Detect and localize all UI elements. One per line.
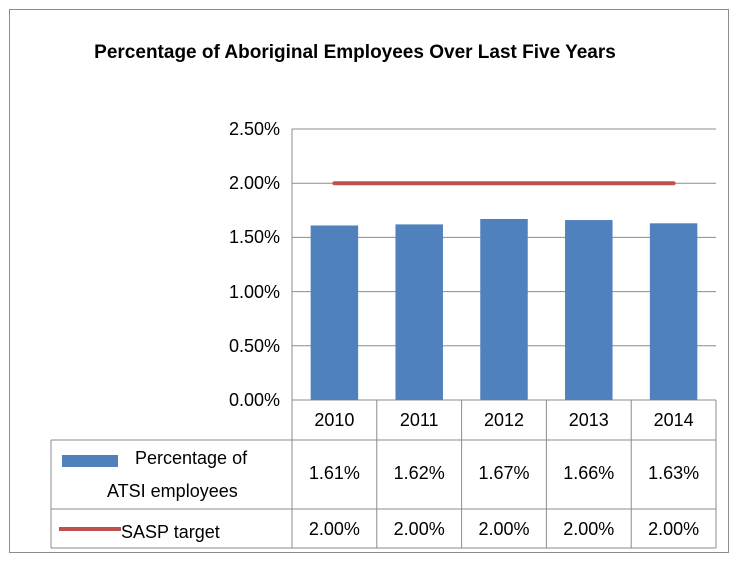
table-row-bar-label-line2: ATSI employees [107,481,238,501]
bar [565,220,613,400]
bar [649,223,698,400]
table-row-line-label: SASP target [121,522,220,542]
table-cell-line-value: 2.00% [563,519,615,539]
y-tick-label: 0.50% [228,335,280,356]
y-tick-label: 2.50% [228,119,280,139]
x-tick-label: 2010 [314,410,355,430]
legend-key-bar [62,455,118,467]
table-row-bar-label-line1: Percentage of [135,448,248,468]
chart-frame [9,9,729,553]
x-tick-label: 2012 [483,410,525,430]
table-cell-line-value: 2.00% [478,519,530,539]
table-cell-bar-value: 1.62% [393,463,445,483]
table-cell-bar-value: 1.66% [563,463,615,483]
table-cell-bar-value: 1.67% [478,463,530,483]
y-tick-label: 0.00% [228,390,280,410]
bar [480,218,528,400]
bar [395,224,443,400]
table-cell-line-value: 2.00% [393,519,445,539]
y-tick-label: 1.00% [228,281,280,302]
table-cell-bar-value: 1.63% [648,463,700,483]
table-cell-line-value: 2.00% [648,519,700,539]
x-tick-label: 2014 [653,410,694,430]
bar [310,225,359,400]
chart-title: Percentage of Aboriginal Employees Over … [94,42,616,63]
x-tick-label: 2013 [568,410,609,430]
table-cell-bar-value: 1.61% [308,463,360,483]
y-tick-label: 2.00% [228,173,280,194]
table-cell-line-value: 2.00% [308,519,360,539]
x-tick-label: 2011 [399,410,439,430]
y-tick-label: 1.50% [228,227,280,248]
